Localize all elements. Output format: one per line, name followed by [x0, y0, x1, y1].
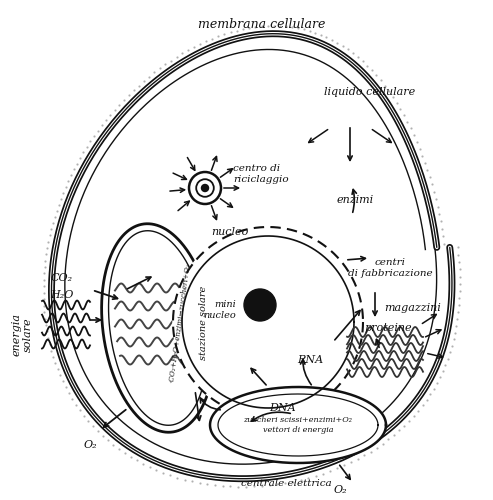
- Text: O₂: O₂: [333, 485, 347, 495]
- Text: nucleo: nucleo: [211, 227, 248, 237]
- Text: mini
nucleo: mini nucleo: [203, 300, 236, 320]
- Polygon shape: [173, 227, 363, 417]
- Text: centro di
riciclaggio: centro di riciclaggio: [233, 164, 288, 184]
- Text: zuccheri scissi+enzimi+O₂
vettori di energia: zuccheri scissi+enzimi+O₂ vettori di ene…: [244, 416, 352, 434]
- Text: liquido cellulare: liquido cellulare: [324, 87, 416, 97]
- Polygon shape: [51, 34, 452, 478]
- Text: RNA: RNA: [297, 355, 323, 365]
- Circle shape: [189, 172, 221, 204]
- Text: DNA: DNA: [269, 403, 295, 413]
- Polygon shape: [102, 224, 214, 432]
- Text: centrale elettrica: centrale elettrica: [241, 478, 331, 488]
- Text: centri
di fabbricazione: centri di fabbricazione: [348, 258, 432, 278]
- Text: CO₂: CO₂: [51, 273, 73, 283]
- Text: H₂O: H₂O: [50, 290, 73, 300]
- Text: enzimi: enzimi: [336, 195, 374, 205]
- Text: O₂: O₂: [83, 440, 97, 450]
- Text: proteine: proteine: [364, 323, 412, 333]
- Text: membrana cellulare: membrana cellulare: [198, 18, 326, 31]
- Circle shape: [244, 289, 276, 321]
- Text: energia
solare: energia solare: [11, 314, 33, 356]
- Circle shape: [202, 184, 209, 192]
- Polygon shape: [210, 387, 386, 463]
- Text: magazzini: magazzini: [385, 303, 441, 313]
- Text: stazione solare: stazione solare: [199, 286, 208, 360]
- Text: ·CO₂+H₂O+enzimi→zuccheri+O₂: ·CO₂+H₂O+enzimi→zuccheri+O₂: [168, 262, 192, 384]
